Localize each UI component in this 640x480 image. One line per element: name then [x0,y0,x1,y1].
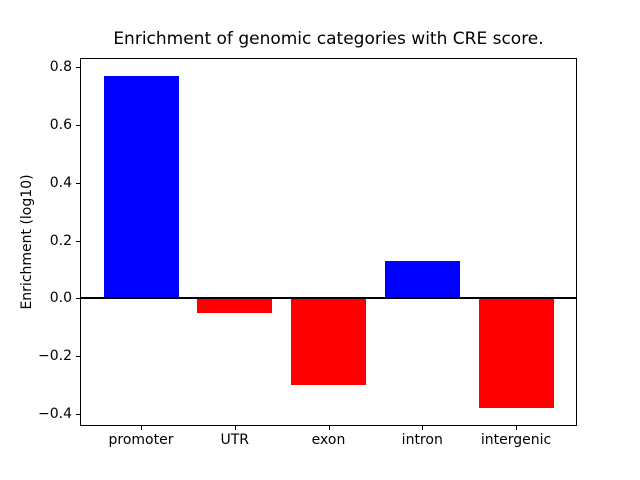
plot-area [80,58,577,426]
y-tick-label: 0.2 [49,232,72,249]
y-tick-label: 0.8 [49,58,72,75]
zero-line [81,297,576,300]
bar-promoter [103,75,179,299]
y-tick-label: 0.6 [49,116,72,133]
y-tick-mark [76,66,80,68]
bar-intergenic [478,298,554,409]
y-tick-mark [76,414,80,416]
y-tick-mark [76,298,80,300]
y-tick-label: 0.0 [49,290,72,307]
bar-intron [384,260,460,299]
y-tick-label: −0.2 [38,348,72,365]
x-tick-mark [328,426,330,430]
y-tick-mark [76,356,80,358]
x-tick-label-intron: intron [401,432,443,448]
y-tick-mark [76,182,80,184]
bar-UTR [197,298,273,313]
y-tick-mark [76,240,80,242]
x-tick-label-exon: exon [311,432,346,448]
x-tick-mark [422,426,424,430]
chart-title: Enrichment of genomic categories with CR… [113,29,544,49]
bar-exon [291,298,366,386]
y-tick-label: −0.4 [38,406,72,423]
x-tick-mark [141,426,142,430]
x-tick-mark [234,426,236,430]
x-tick-label-promoter: promoter [108,432,174,448]
x-tick-label-intergenic: intergenic [480,432,552,448]
x-tick-mark [516,426,517,430]
x-tick-label-UTR: UTR [220,432,250,448]
y-tick-mark [76,124,80,126]
y-tick-label: 0.4 [49,174,72,191]
